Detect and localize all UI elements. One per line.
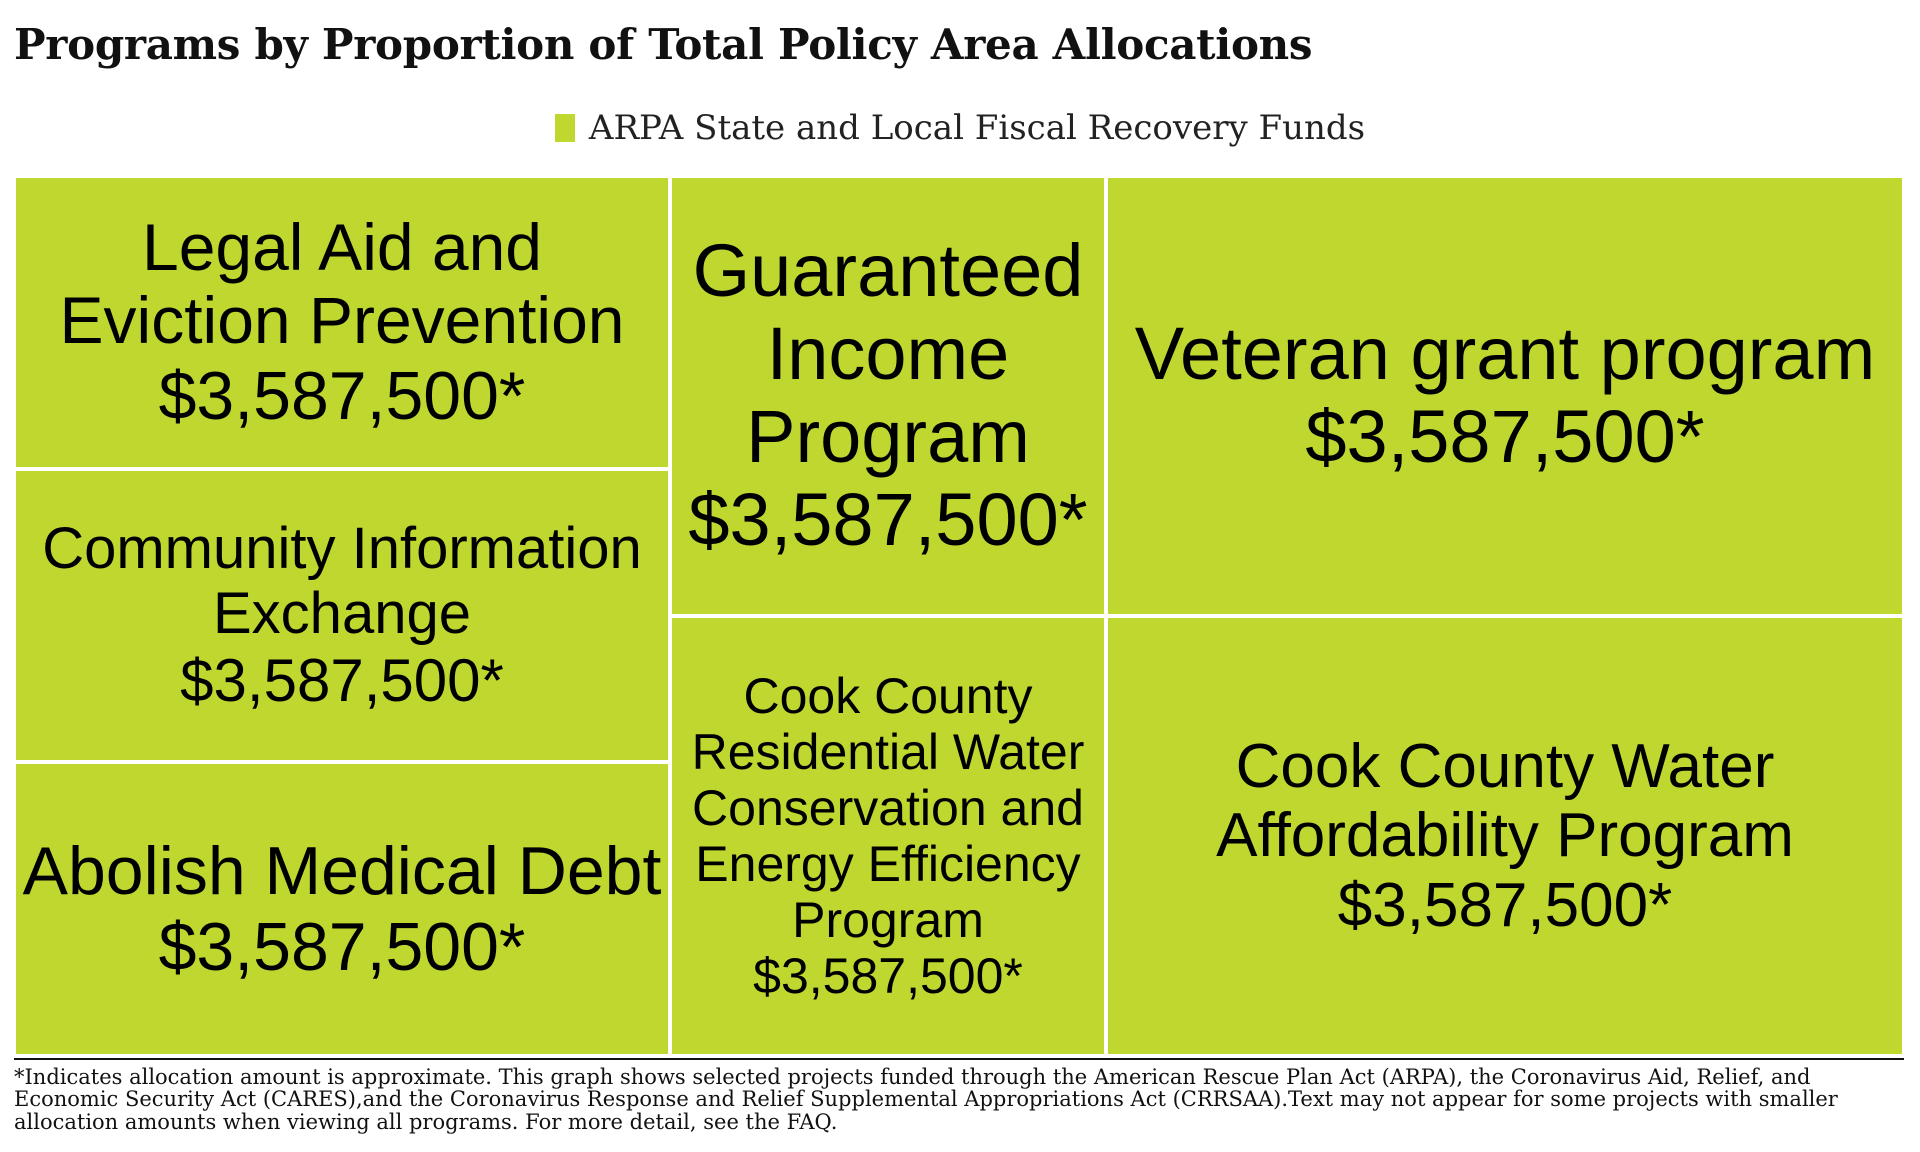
tile-label: Abolish Medical Debt $3,587,500* xyxy=(17,833,668,985)
treemap-tile[interactable]: Cook County Water Affordability Program $… xyxy=(1106,616,1904,1056)
tile-value-label: $3,587,500* xyxy=(1305,395,1705,478)
treemap-tile[interactable]: Guaranteed Income Program $3,587,500* xyxy=(670,176,1106,616)
tile-name-label: Cook County Residential Water Conservati… xyxy=(691,668,1085,948)
tile-value-label: $3,587,500* xyxy=(688,477,1088,561)
footer-rule xyxy=(14,1058,1904,1060)
treemap: Legal Aid and Eviction Prevention $3,587,… xyxy=(14,176,1904,1056)
treemap-tile[interactable]: Abolish Medical Debt $3,587,500* xyxy=(14,762,670,1056)
treemap-tile[interactable]: Cook County Residential Water Conservati… xyxy=(670,616,1106,1056)
tile-label: Community Information Exchange $3,587,500… xyxy=(16,515,668,714)
tile-name-label: Abolish Medical Debt xyxy=(22,832,662,909)
tile-label: Legal Aid and Eviction Prevention $3,587,… xyxy=(16,209,668,435)
treemap-tile[interactable]: Legal Aid and Eviction Prevention $3,587,… xyxy=(14,176,670,469)
tile-value-label: $3,587,500* xyxy=(753,948,1023,1004)
tile-value-label: $3,587,500* xyxy=(158,909,526,985)
tile-value-label: $3,587,500* xyxy=(180,646,504,714)
tile-name-label: Community Information Exchange xyxy=(42,515,642,646)
tile-name-label: Cook County Water Affordability Program xyxy=(1216,731,1794,871)
tile-value-label: $3,587,500* xyxy=(158,358,526,435)
treemap-tile[interactable]: Community Information Exchange $3,587,500… xyxy=(14,469,670,762)
tile-label: Cook County Water Affordability Program $… xyxy=(1108,732,1902,940)
legend-swatch xyxy=(554,114,575,142)
tile-name-label: Legal Aid and Eviction Prevention xyxy=(59,209,625,358)
tile-label: Cook County Residential Water Conservati… xyxy=(672,668,1104,1004)
treemap-tile[interactable]: Veteran grant program $3,587,500* xyxy=(1106,176,1904,616)
tile-name-label: Guaranteed Income Program xyxy=(692,229,1084,478)
tile-label: Guaranteed Income Program $3,587,500* xyxy=(672,229,1104,562)
legend-label: ARPA State and Local Fiscal Recovery Fun… xyxy=(588,108,1366,148)
tile-label: Veteran grant program $3,587,500* xyxy=(1129,312,1881,479)
tile-name-label: Veteran grant program xyxy=(1134,312,1876,396)
legend: ARPA State and Local Fiscal Recovery Fun… xyxy=(0,108,1920,148)
footnote: *Indicates allocation amount is approxim… xyxy=(14,1065,1838,1134)
tile-value-label: $3,587,500* xyxy=(1337,870,1673,940)
chart-title: Programs by Proportion of Total Policy A… xyxy=(14,20,1313,69)
